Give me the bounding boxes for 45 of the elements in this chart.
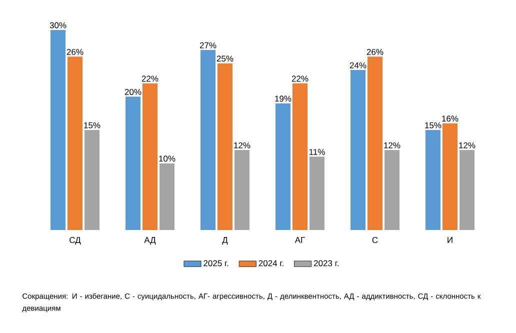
bar [160,163,175,230]
data-label: 12% [459,142,476,148]
data-label: 27% [200,42,216,48]
data-label: 26% [366,48,384,55]
bar [234,150,250,230]
x-tick-label: СД [70,237,81,245]
bar [460,150,475,230]
data-label: 15% [425,122,442,128]
bar [276,103,291,230]
bar [200,50,216,230]
bar [310,156,325,230]
data-label: 16% [442,116,458,122]
data-label: 20% [124,88,142,95]
x-tick-label: Д [222,237,228,245]
data-label: 10% [159,156,176,162]
x-tick-label: АГ [294,237,305,243]
data-label: 15% [84,122,100,128]
x-tick-label: С [372,237,378,244]
x-tick-label: АД [144,237,156,245]
legend-label: 2023 г. [314,260,338,266]
data-label: 22% [292,76,308,82]
bar [142,83,158,230]
bar [350,70,366,230]
x-tick-label: И [448,237,452,243]
data-label: 11% [309,149,325,155]
data-label: 19% [275,96,292,102]
bar [292,83,308,230]
bar [218,63,233,230]
data-label: 26% [66,48,84,55]
data-label: 24% [350,62,366,68]
data-label: 30% [50,22,66,28]
bar [50,30,66,230]
bar [84,130,100,230]
bar [126,96,141,230]
data-label: 22% [142,76,158,82]
bar [68,56,83,230]
data-label: 12% [384,142,400,148]
legend-label: 2025 г. [204,260,228,266]
data-label: 12% [234,142,250,148]
bar [384,150,400,230]
bar [368,56,383,230]
bar [426,130,441,230]
data-label: 25% [216,56,234,62]
legend-label: 2024 г. [258,260,284,266]
bar [442,123,458,230]
